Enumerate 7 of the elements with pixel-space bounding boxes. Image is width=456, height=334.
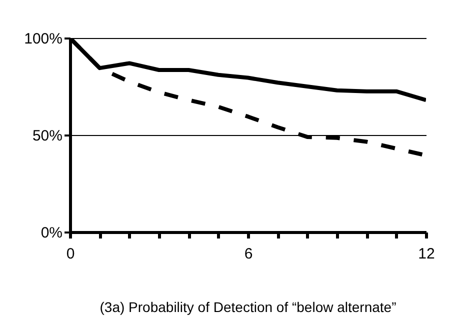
x-tick-label: 0 — [66, 246, 75, 262]
y-tick-label: 50% — [32, 128, 62, 144]
x-tick-label: 6 — [244, 246, 253, 262]
text: (3a) Probability of Detection of “below alternate” — [100, 299, 397, 315]
x-tick-label: 12 — [418, 246, 435, 262]
y-tick-label: 100% — [24, 30, 62, 48]
y-tick-label: 0% — [40, 224, 62, 242]
